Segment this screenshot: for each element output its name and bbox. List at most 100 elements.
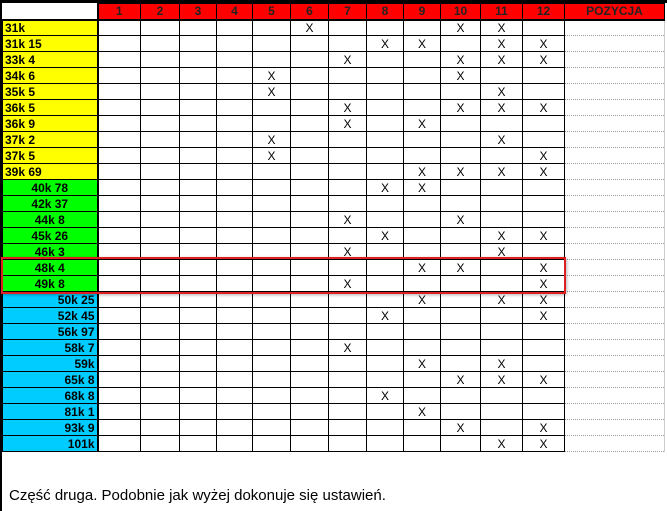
grid-cell[interactable] xyxy=(440,435,481,452)
grid-cell[interactable]: X xyxy=(440,259,481,276)
grid-cell[interactable] xyxy=(328,371,367,388)
grid-cell[interactable] xyxy=(97,179,141,196)
grid-cell[interactable] xyxy=(179,147,217,164)
grid-cell[interactable] xyxy=(366,419,404,436)
grid-cell[interactable] xyxy=(140,51,180,68)
grid-cell[interactable] xyxy=(140,339,180,356)
grid-cell[interactable]: X xyxy=(328,99,367,116)
grid-cell[interactable] xyxy=(140,291,180,308)
grid-cell[interactable] xyxy=(328,195,367,212)
grid-cell[interactable]: X xyxy=(480,163,523,180)
grid-cell[interactable] xyxy=(179,131,217,148)
grid-cell[interactable] xyxy=(328,67,367,84)
grid-cell[interactable] xyxy=(366,259,404,276)
position-cell[interactable] xyxy=(564,163,665,180)
grid-cell[interactable] xyxy=(97,355,141,372)
grid-cell[interactable] xyxy=(179,115,217,132)
grid-cell[interactable] xyxy=(179,259,217,276)
grid-cell[interactable]: X xyxy=(522,275,565,292)
grid-cell[interactable]: X xyxy=(403,115,441,132)
grid-cell[interactable] xyxy=(179,371,217,388)
grid-cell[interactable]: X xyxy=(480,131,523,148)
grid-cell[interactable]: X xyxy=(440,99,481,116)
grid-cell[interactable] xyxy=(216,307,253,324)
grid-cell[interactable] xyxy=(252,323,291,340)
grid-cell[interactable] xyxy=(179,419,217,436)
grid-cell[interactable] xyxy=(290,211,329,228)
position-cell[interactable] xyxy=(564,243,665,260)
grid-cell[interactable] xyxy=(216,339,253,356)
grid-cell[interactable] xyxy=(290,115,329,132)
grid-cell[interactable]: X xyxy=(480,35,523,52)
grid-cell[interactable] xyxy=(252,435,291,452)
grid-cell[interactable] xyxy=(140,163,180,180)
grid-cell[interactable] xyxy=(366,163,404,180)
grid-cell[interactable] xyxy=(440,147,481,164)
grid-cell[interactable] xyxy=(366,339,404,356)
grid-cell[interactable] xyxy=(480,67,523,84)
grid-cell[interactable] xyxy=(290,179,329,196)
grid-cell[interactable] xyxy=(522,67,565,84)
grid-cell[interactable] xyxy=(140,435,180,452)
grid-cell[interactable] xyxy=(522,19,565,36)
grid-cell[interactable] xyxy=(97,163,141,180)
grid-cell[interactable]: X xyxy=(480,51,523,68)
grid-cell[interactable] xyxy=(366,323,404,340)
grid-cell[interactable]: X xyxy=(403,163,441,180)
grid-cell[interactable] xyxy=(216,19,253,36)
grid-cell[interactable]: X xyxy=(403,355,441,372)
grid-cell[interactable]: X xyxy=(366,179,404,196)
grid-cell[interactable]: X xyxy=(522,147,565,164)
grid-cell[interactable] xyxy=(522,355,565,372)
grid-cell[interactable] xyxy=(290,339,329,356)
grid-cell[interactable] xyxy=(480,179,523,196)
grid-cell[interactable] xyxy=(252,259,291,276)
position-cell[interactable] xyxy=(564,179,665,196)
grid-cell[interactable] xyxy=(440,403,481,420)
grid-cell[interactable] xyxy=(290,131,329,148)
grid-cell[interactable] xyxy=(403,419,441,436)
grid-cell[interactable] xyxy=(328,355,367,372)
grid-cell[interactable] xyxy=(179,243,217,260)
grid-cell[interactable] xyxy=(480,275,523,292)
grid-cell[interactable] xyxy=(366,403,404,420)
grid-cell[interactable] xyxy=(140,259,180,276)
grid-cell[interactable] xyxy=(252,307,291,324)
grid-cell[interactable] xyxy=(252,51,291,68)
grid-cell[interactable] xyxy=(179,195,217,212)
grid-cell[interactable]: X xyxy=(403,259,441,276)
grid-cell[interactable]: X xyxy=(440,163,481,180)
grid-cell[interactable] xyxy=(328,403,367,420)
grid-cell[interactable]: X xyxy=(366,307,404,324)
grid-cell[interactable] xyxy=(290,259,329,276)
grid-cell[interactable] xyxy=(440,355,481,372)
grid-cell[interactable] xyxy=(140,67,180,84)
grid-cell[interactable]: X xyxy=(480,435,523,452)
grid-cell[interactable] xyxy=(440,131,481,148)
grid-cell[interactable]: X xyxy=(522,435,565,452)
grid-cell[interactable] xyxy=(290,243,329,260)
position-cell[interactable] xyxy=(564,99,665,116)
grid-cell[interactable] xyxy=(440,291,481,308)
position-cell[interactable] xyxy=(564,339,665,356)
grid-cell[interactable] xyxy=(290,387,329,404)
grid-cell[interactable] xyxy=(216,99,253,116)
position-cell[interactable] xyxy=(564,211,665,228)
grid-cell[interactable]: X xyxy=(403,403,441,420)
grid-cell[interactable]: X xyxy=(522,259,565,276)
grid-cell[interactable]: X xyxy=(328,51,367,68)
grid-cell[interactable] xyxy=(328,435,367,452)
grid-cell[interactable]: X xyxy=(480,83,523,100)
position-cell[interactable] xyxy=(564,51,665,68)
grid-cell[interactable] xyxy=(480,211,523,228)
grid-cell[interactable] xyxy=(140,211,180,228)
grid-cell[interactable] xyxy=(216,211,253,228)
grid-cell[interactable] xyxy=(522,339,565,356)
grid-cell[interactable] xyxy=(97,211,141,228)
grid-cell[interactable] xyxy=(328,227,367,244)
grid-cell[interactable] xyxy=(440,323,481,340)
grid-cell[interactable] xyxy=(366,275,404,292)
grid-cell[interactable] xyxy=(97,259,141,276)
grid-cell[interactable] xyxy=(97,435,141,452)
grid-cell[interactable] xyxy=(480,147,523,164)
